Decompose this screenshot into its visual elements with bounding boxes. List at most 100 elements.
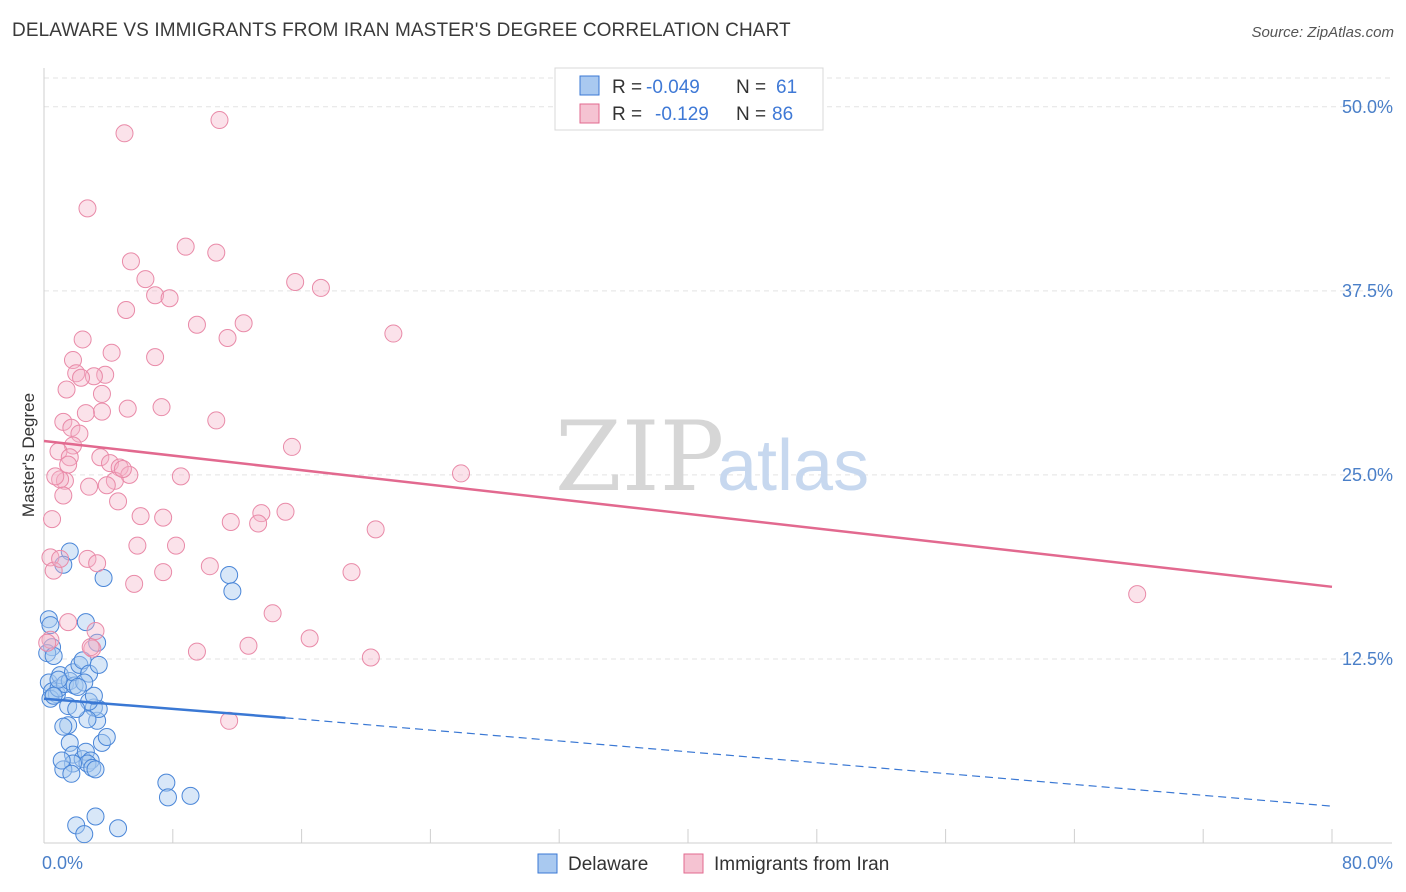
series-0-points	[38, 542, 242, 844]
point-1-70	[1128, 585, 1147, 604]
point-0-42	[97, 727, 116, 746]
point-1-4	[176, 237, 195, 256]
point-1-27	[152, 398, 171, 417]
point-0-57	[109, 819, 128, 838]
point-1-18	[146, 348, 165, 367]
point-1-76	[38, 633, 57, 652]
point-0-50	[223, 582, 242, 601]
point-1-13	[218, 328, 237, 347]
point-1-19	[63, 351, 82, 370]
y-tick-label-3: 50.0%	[1342, 97, 1393, 117]
trend-line-iran	[43, 439, 1333, 589]
point-1-58	[43, 510, 62, 529]
watermark-atlas: atlas	[717, 426, 869, 506]
point-0-31	[52, 751, 71, 770]
point-1-16	[73, 330, 92, 349]
point-0-39	[84, 686, 103, 705]
point-1-28	[92, 402, 111, 421]
point-1-6	[136, 270, 155, 289]
bottom-legend-swatch-delaware	[537, 853, 558, 874]
legend-r-label-2: R =	[612, 104, 642, 125]
watermark: ZIP atlas	[555, 401, 869, 513]
point-0-34	[86, 760, 105, 779]
point-0-58	[44, 686, 63, 705]
point-0-23	[60, 733, 79, 752]
point-1-8	[160, 289, 179, 308]
point-1-40	[110, 458, 129, 477]
bottom-legend-iran: Immigrants from Iran	[714, 854, 889, 875]
point-1-50	[54, 486, 73, 505]
point-0-33	[83, 758, 102, 777]
bottom-legend-swatch-iran	[683, 853, 704, 874]
legend-swatch-delaware	[579, 75, 600, 96]
point-1-59	[366, 520, 385, 539]
point-1-48	[97, 476, 116, 495]
point-1-37	[60, 448, 79, 467]
legend-r-value-1: -0.049	[646, 77, 700, 98]
point-0-35	[88, 711, 107, 730]
point-1-66	[44, 561, 63, 580]
source-credit: Source: ZipAtlas.com	[1251, 24, 1394, 41]
point-0-51	[157, 773, 176, 792]
point-1-17	[102, 343, 121, 362]
point-1-5	[207, 243, 226, 262]
point-0-49	[220, 566, 239, 585]
point-1-49	[451, 464, 470, 483]
point-1-67	[154, 563, 173, 582]
x-tick-label-0: 0.0%	[42, 853, 83, 873]
point-1-2	[78, 199, 97, 218]
point-1-12	[187, 315, 206, 334]
point-0-37	[89, 700, 108, 719]
point-1-29	[76, 404, 95, 423]
point-0-60	[67, 700, 86, 719]
point-1-68	[342, 563, 361, 582]
y-axis-label: Master's Degree	[19, 393, 38, 517]
point-1-73	[86, 621, 105, 640]
point-0-46	[60, 542, 79, 561]
tick-labels: 12.5% 25.0% 37.5% 50.0% 0.0% 80.0%	[42, 97, 1393, 873]
point-1-80	[361, 648, 380, 667]
point-1-51	[109, 492, 128, 511]
legend-n-value-1: 61	[776, 77, 797, 98]
point-0-0	[39, 610, 58, 629]
legend-r-label-1: R =	[612, 77, 642, 98]
point-1-60	[128, 536, 147, 555]
bottom-legend-delaware: Delaware	[568, 854, 648, 875]
point-1-71	[263, 604, 282, 623]
point-0-52	[158, 788, 177, 807]
point-1-63	[78, 549, 97, 568]
legend-n-value-2: 86	[772, 104, 793, 125]
point-1-1	[115, 124, 134, 143]
point-0-22	[54, 717, 73, 736]
series-legend: Delaware Immigrants from Iran	[537, 853, 889, 875]
legend-swatch-iran	[579, 103, 600, 124]
point-1-11	[117, 300, 136, 319]
point-1-7	[146, 286, 165, 305]
point-1-15	[384, 324, 403, 343]
legend-r-value-2: -0.129	[655, 104, 709, 125]
point-0-14	[63, 663, 82, 682]
y-tick-label-0: 12.5%	[1342, 649, 1393, 669]
point-1-14	[234, 314, 253, 333]
point-0-19	[68, 677, 87, 696]
axes	[43, 68, 1392, 844]
point-0-27	[81, 751, 100, 770]
point-1-52	[252, 504, 271, 523]
point-0-32	[62, 764, 81, 783]
y-tick-label-2: 37.5%	[1342, 281, 1393, 301]
point-1-22	[84, 367, 103, 386]
point-1-21	[96, 365, 115, 384]
trend-line-delaware-extension	[285, 717, 1333, 807]
point-1-43	[171, 467, 190, 486]
point-1-57	[249, 514, 268, 533]
stats-legend-box	[554, 67, 824, 131]
point-1-25	[92, 384, 111, 403]
point-1-79	[187, 642, 206, 661]
point-1-10	[311, 278, 330, 297]
point-1-35	[282, 437, 301, 456]
point-1-64	[88, 554, 107, 573]
point-1-0	[210, 111, 229, 130]
point-1-3	[121, 252, 140, 271]
point-1-61	[167, 536, 186, 555]
point-0-44	[89, 655, 108, 674]
